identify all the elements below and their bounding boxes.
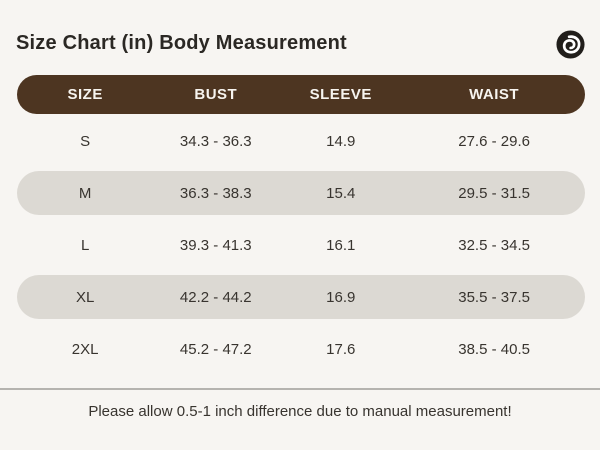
column-header-waist: WAIST (469, 86, 520, 103)
cell-waist: 35.5 - 37.5 (458, 288, 530, 306)
cell-bust: 39.3 - 41.3 (179, 236, 252, 254)
cell-size: M (78, 184, 92, 202)
cell-bust: 34.3 - 36.3 (179, 132, 252, 150)
cell-size: XL (75, 288, 95, 306)
cell-sleeve: 17.6 (326, 340, 356, 358)
cell-sleeve: 16.9 (326, 288, 356, 306)
cell-waist: 29.5 - 31.5 (458, 184, 530, 202)
cell-size: S (80, 132, 91, 150)
footer-note: Please allow 0.5-1 inch difference due t… (88, 403, 512, 420)
cell-waist: 32.5 - 34.5 (458, 236, 530, 254)
cell-bust: 45.2 - 47.2 (179, 340, 252, 358)
cell-bust: 36.3 - 38.3 (179, 184, 252, 202)
table-row-l: L 39.3 - 41.3 16.1 32.5 - 34.5 (17, 223, 585, 267)
column-header-size: SIZE (67, 86, 103, 103)
column-header-sleeve: SLEEVE (309, 86, 372, 103)
table-row-s: S 34.3 - 36.3 14.9 27.6 - 29.6 (17, 119, 585, 163)
cell-bust: 42.2 - 44.2 (179, 288, 252, 306)
table-row-2xl: 2XL 45.2 - 47.2 17.6 38.5 - 40.5 (17, 327, 585, 371)
size-chart-table: SIZE BUST SLEEVE WAIST S 34.3 - 36.3 14.… (17, 75, 585, 371)
table-row-xl: XL 42.2 - 44.2 16.9 35.5 - 37.5 (17, 275, 585, 319)
cell-size: 2XL (71, 340, 99, 358)
brand-logo-icon (556, 29, 585, 59)
cell-size: L (80, 236, 90, 254)
cell-waist: 38.5 - 40.5 (458, 340, 530, 358)
table-body: S 34.3 - 36.3 14.9 27.6 - 29.6 M 36.3 - … (17, 114, 585, 371)
cell-waist: 27.6 - 29.6 (458, 132, 530, 150)
divider (0, 388, 600, 390)
cell-sleeve: 15.4 (326, 184, 356, 202)
header: Size Chart (in) Body Measurement (0, 0, 600, 59)
cell-sleeve: 16.1 (326, 236, 356, 254)
size-chart-page: Size Chart (in) Body Measurement SIZE BU… (0, 0, 600, 420)
table-header-row: SIZE BUST SLEEVE WAIST (17, 75, 585, 114)
table-row-m: M 36.3 - 38.3 15.4 29.5 - 31.5 (17, 171, 585, 215)
page-title: Size Chart (in) Body Measurement (16, 31, 347, 54)
cell-sleeve: 14.9 (326, 132, 356, 150)
column-header-bust: BUST (194, 86, 238, 103)
